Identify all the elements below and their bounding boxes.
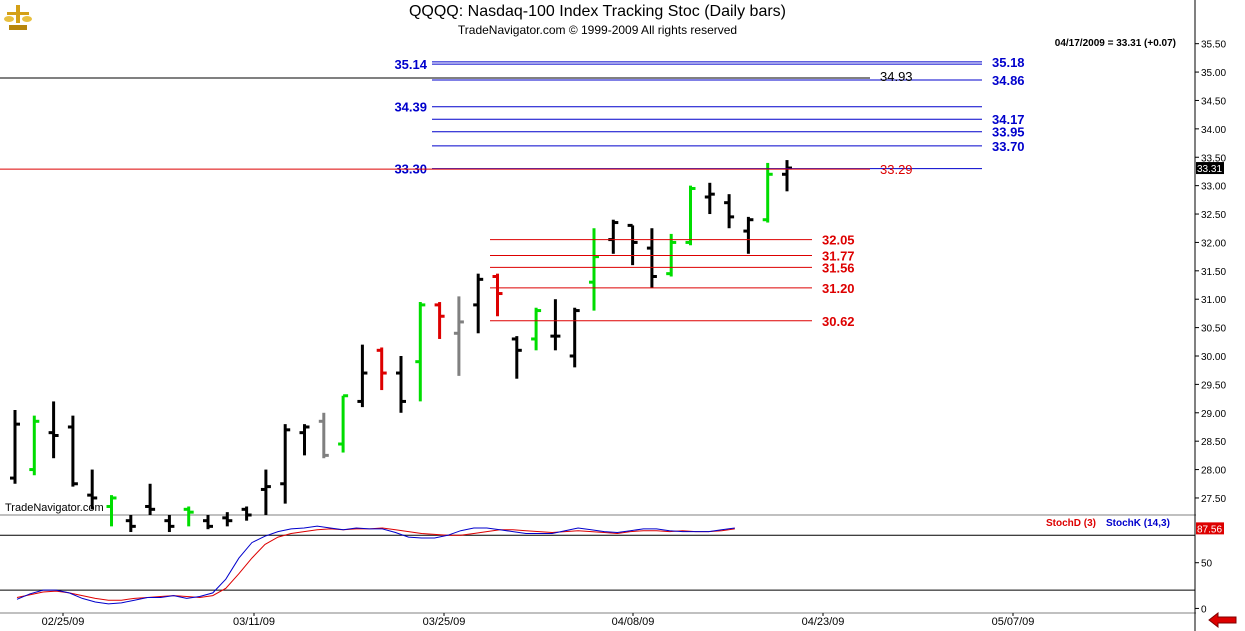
ohlc-bar <box>222 512 233 527</box>
ohlc-bar <box>10 409 20 484</box>
price-axis-tick-label: 30.00 <box>1201 352 1226 363</box>
back-arrow-icon[interactable] <box>1208 612 1238 628</box>
reference-label: 34.93 <box>880 69 913 84</box>
ohlc-bar <box>299 424 310 456</box>
quote-text: 04/17/2009 = 33.31 (+0.07) <box>1055 38 1176 49</box>
price-axis-tick-label: 29.00 <box>1201 409 1226 420</box>
price-axis-tick-label: 34.50 <box>1201 96 1226 107</box>
stoch-legend-k: StochK (14,3) <box>1106 518 1170 529</box>
x-axis-tick-label: 03/25/09 <box>423 616 466 628</box>
last-price-label: 33.31 <box>1197 164 1222 175</box>
ohlc-bar <box>434 302 445 339</box>
resistance-label: 33.70 <box>992 139 1025 154</box>
price-axis-tick-label: 33.50 <box>1201 153 1226 164</box>
resistance-label: 34.17 <box>992 112 1025 127</box>
price-axis-tick-label: 35.50 <box>1201 40 1226 51</box>
ohlc-bar <box>145 483 156 515</box>
ohlc-bar <box>280 424 291 504</box>
trade-navigator-logo-icon <box>4 5 32 30</box>
ohlc-bar <box>685 185 696 246</box>
support-label: 30.62 <box>822 314 855 329</box>
ohlc-bar <box>183 506 194 527</box>
price-axis-tick-label: 32.50 <box>1201 210 1226 221</box>
x-axis-tick-label: 05/07/09 <box>992 616 1035 628</box>
ohlc-bar <box>106 495 117 527</box>
stoch-series-line <box>16 527 735 601</box>
ohlc-bar <box>569 307 580 368</box>
resistance-label: 33.95 <box>992 125 1025 140</box>
price-axis-tick-label: 27.50 <box>1201 494 1226 505</box>
price-axis-tick-label: 31.00 <box>1201 295 1226 306</box>
ohlc-bar <box>48 401 59 459</box>
support-label: 31.77 <box>822 248 855 263</box>
price-axis-tick-label: 30.50 <box>1201 324 1226 335</box>
ohlc-bar <box>550 299 561 351</box>
ohlc-bar <box>260 469 271 515</box>
ohlc-bar <box>531 307 542 351</box>
ohlc-bar <box>87 469 98 510</box>
reference-label: 33.29 <box>880 162 913 177</box>
ohlc-bar <box>29 415 40 476</box>
x-axis-tick-label: 04/23/09 <box>802 616 845 628</box>
ohlc-bar <box>241 506 252 521</box>
ohlc-bar <box>415 302 426 402</box>
ohlc-bar <box>376 347 387 391</box>
resistance-label: 35.18 <box>992 55 1025 70</box>
price-axis-tick-label: 32.00 <box>1201 238 1226 249</box>
price-axis-tick-label: 35.00 <box>1201 68 1226 79</box>
chart-title: QQQQ: Nasdaq-100 Index Tracking Stoc (Da… <box>408 3 787 20</box>
price-axis-tick-label: 28.00 <box>1201 466 1226 477</box>
stoch-value-box <box>1196 522 1224 535</box>
support-label: 31.56 <box>822 260 855 275</box>
ohlc-bar <box>511 336 522 379</box>
ohlc-bar <box>396 356 406 413</box>
ohlc-bar <box>492 273 503 317</box>
ohlc-bar <box>318 412 329 459</box>
ohlc-bar <box>473 273 484 334</box>
stoch-axis-tick-label: 0 <box>1201 604 1207 615</box>
ohlc-bar <box>608 219 619 254</box>
ohlc-bar <box>646 228 657 288</box>
ohlc-bar <box>724 194 735 229</box>
support-label: 31.20 <box>822 281 855 296</box>
ohlc-bar <box>627 223 638 266</box>
resistance-label: 35.14 <box>394 57 427 72</box>
stoch-value-label: 87.56 <box>1197 524 1222 535</box>
ohlc-bar <box>203 515 213 530</box>
ohlc-bar <box>67 415 78 487</box>
ohlc-bar <box>743 216 754 254</box>
ohlc-bar <box>762 162 773 223</box>
ohlc-bar <box>357 344 368 408</box>
price-axis-tick-label: 34.00 <box>1201 125 1226 136</box>
last-price-box <box>1196 162 1224 175</box>
x-axis-tick-label: 02/25/09 <box>42 616 85 628</box>
ohlc-bar <box>164 515 175 533</box>
x-axis-tick-label: 04/08/09 <box>612 616 655 628</box>
resistance-label: 34.86 <box>992 73 1025 88</box>
stoch-axis-tick-label: 50 <box>1201 559 1213 570</box>
ohlc-bar <box>782 160 792 192</box>
price-axis-background <box>1196 0 1245 631</box>
price-axis-tick-label: 28.50 <box>1201 437 1226 448</box>
price-axis-tick-label: 33.00 <box>1201 182 1226 193</box>
ohlc-bar <box>453 296 464 376</box>
stoch-series-line <box>16 525 735 605</box>
ohlc-bar <box>589 228 599 311</box>
support-label: 32.05 <box>822 233 855 248</box>
ohlc-bar <box>704 182 715 215</box>
x-axis-tick-label: 03/11/09 <box>233 616 275 628</box>
resistance-label: 34.39 <box>394 100 427 115</box>
stoch-legend-d: StochD (3) <box>1046 518 1096 529</box>
ohlc-bar <box>338 394 349 453</box>
price-axis-tick-label: 29.50 <box>1201 380 1226 391</box>
watermark-text: TradeNavigator.com <box>5 502 104 514</box>
ohlc-bar <box>125 515 136 533</box>
copyright-text: TradeNavigator.com © 1999-2009 All right… <box>457 23 738 37</box>
price-axis-tick-label: 31.50 <box>1201 267 1226 278</box>
